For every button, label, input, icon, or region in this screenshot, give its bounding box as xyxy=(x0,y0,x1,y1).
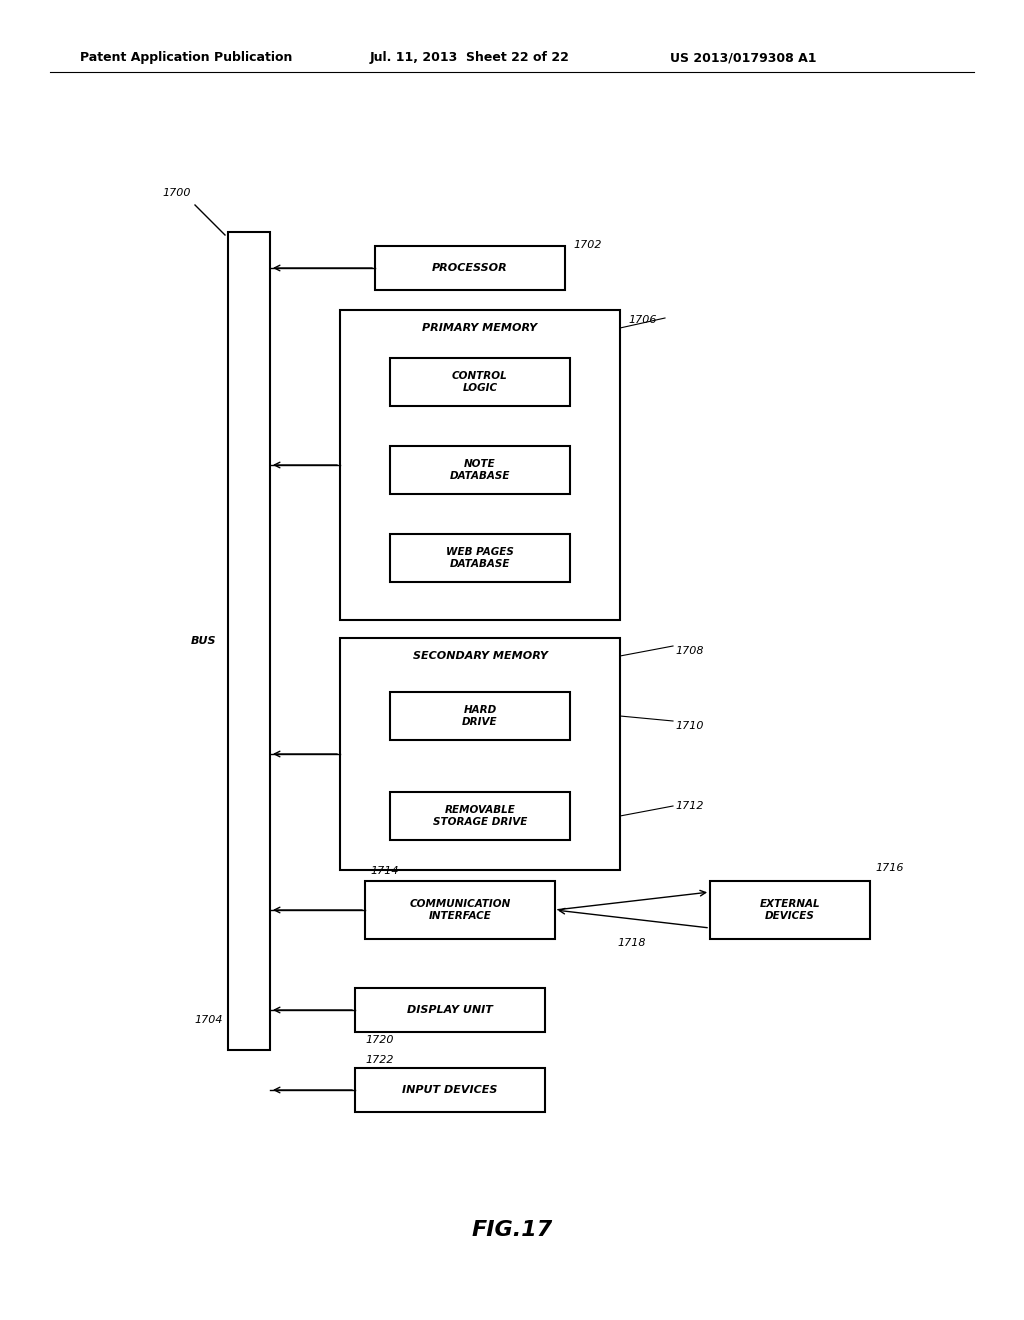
Text: 1710: 1710 xyxy=(675,721,703,731)
Text: 1714: 1714 xyxy=(370,866,398,876)
Text: INPUT DEVICES: INPUT DEVICES xyxy=(402,1085,498,1096)
Bar xyxy=(228,232,270,1049)
Bar xyxy=(390,358,570,407)
Bar xyxy=(375,246,565,290)
Text: Patent Application Publication: Patent Application Publication xyxy=(80,51,293,65)
Bar xyxy=(390,792,570,840)
Text: HARD
DRIVE: HARD DRIVE xyxy=(462,705,498,727)
Text: DISPLAY UNIT: DISPLAY UNIT xyxy=(408,1005,493,1015)
Bar xyxy=(340,638,620,870)
Bar xyxy=(355,1068,545,1111)
Text: 1708: 1708 xyxy=(675,645,703,656)
Text: US 2013/0179308 A1: US 2013/0179308 A1 xyxy=(670,51,816,65)
Text: 1712: 1712 xyxy=(675,801,703,810)
Text: COMMUNICATION
INTERFACE: COMMUNICATION INTERFACE xyxy=(410,899,511,921)
Text: 1716: 1716 xyxy=(874,863,903,873)
Bar xyxy=(365,880,555,939)
Bar xyxy=(340,310,620,620)
Text: REMOVABLE
STORAGE DRIVE: REMOVABLE STORAGE DRIVE xyxy=(433,805,527,826)
Text: WEB PAGES
DATABASE: WEB PAGES DATABASE xyxy=(446,548,514,569)
Text: PROCESSOR: PROCESSOR xyxy=(432,263,508,273)
Text: Jul. 11, 2013  Sheet 22 of 22: Jul. 11, 2013 Sheet 22 of 22 xyxy=(370,51,570,65)
Bar xyxy=(390,535,570,582)
Text: NOTE
DATABASE: NOTE DATABASE xyxy=(450,459,510,480)
Text: 1718: 1718 xyxy=(617,939,646,948)
Bar xyxy=(710,880,870,939)
Text: BUS: BUS xyxy=(190,636,216,645)
Text: 1720: 1720 xyxy=(365,1035,393,1045)
Text: 1704: 1704 xyxy=(195,1015,223,1026)
Text: EXTERNAL
DEVICES: EXTERNAL DEVICES xyxy=(760,899,820,921)
Text: CONTROL
LOGIC: CONTROL LOGIC xyxy=(453,371,508,393)
Text: 1702: 1702 xyxy=(573,240,601,249)
Bar xyxy=(390,692,570,741)
Text: SECONDARY MEMORY: SECONDARY MEMORY xyxy=(413,651,548,661)
Text: 1722: 1722 xyxy=(365,1055,393,1065)
Text: 1700: 1700 xyxy=(162,187,190,198)
Text: FIG.17: FIG.17 xyxy=(471,1220,553,1239)
Text: PRIMARY MEMORY: PRIMARY MEMORY xyxy=(423,323,538,333)
Bar xyxy=(355,987,545,1032)
Text: 1706: 1706 xyxy=(628,315,656,325)
Bar xyxy=(390,446,570,494)
